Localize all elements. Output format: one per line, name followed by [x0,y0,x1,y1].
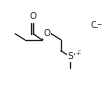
Text: O: O [44,29,51,38]
Text: −: − [96,21,102,26]
Text: +: + [75,51,80,56]
Text: O: O [30,12,37,21]
Text: S: S [68,52,73,61]
Text: Cl: Cl [91,21,100,30]
